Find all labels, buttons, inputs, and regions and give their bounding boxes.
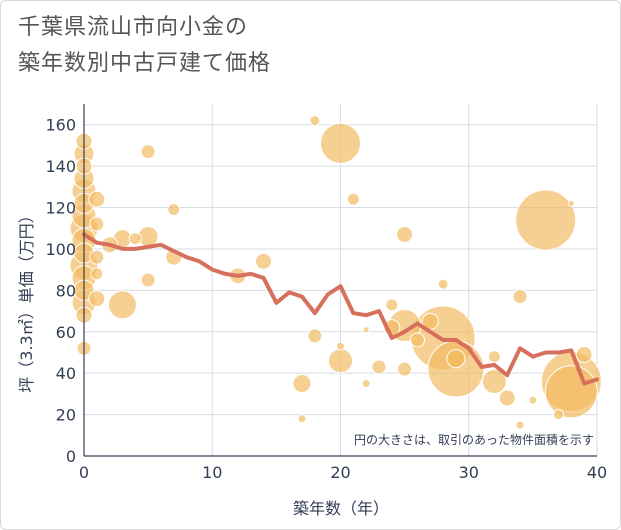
bubble-point (346, 192, 360, 206)
bubble-point (297, 414, 307, 424)
bubble-point (371, 359, 387, 375)
chart-title-line-1: 千葉県流山市向小金の (18, 15, 249, 40)
y-tick-label: 40 (56, 364, 76, 383)
bubble-point (88, 190, 106, 208)
bubble-point (567, 199, 575, 207)
bubble-point (397, 361, 413, 377)
y-tick-label: 100 (45, 240, 76, 259)
bubble-point (544, 365, 598, 419)
bubble-size-note: 円の大きさは、取引のあった物件面積を示す (354, 432, 594, 447)
bubble-point (292, 374, 312, 394)
bubble-point (437, 278, 449, 290)
bubble-point (362, 326, 370, 334)
x-tick-label: 10 (202, 463, 222, 482)
bubble-point (255, 252, 273, 270)
y-tick-label: 80 (56, 281, 76, 300)
average-line-series (82, 232, 599, 386)
bubble-point (361, 379, 371, 389)
bubble-series (69, 115, 602, 430)
bubble-point (309, 115, 321, 127)
bubble-point (89, 216, 105, 232)
chart-title-line-2: 築年数別中古戸建て価格 (18, 51, 272, 76)
bubble-point (140, 272, 156, 288)
y-axis-label: 坪（3.3㎡）単価（万円） (17, 207, 36, 392)
bubble-point (409, 332, 425, 348)
y-tick-label: 140 (45, 157, 76, 176)
bubble-point (512, 289, 528, 305)
axes (83, 104, 597, 457)
bubble-point (487, 350, 501, 364)
bubble-point (396, 225, 414, 243)
average-price-line (82, 232, 599, 386)
bubble-point (553, 409, 565, 421)
y-tick-label: 60 (56, 323, 76, 342)
y-tick-label: 0 (66, 447, 76, 466)
x-tick-label: 20 (330, 463, 350, 482)
bubble-point (88, 290, 106, 308)
bubble-point (328, 348, 353, 374)
bubble-point (167, 203, 181, 217)
bubble-point (107, 290, 137, 320)
bubble-point (385, 298, 399, 312)
y-tick-label: 120 (45, 199, 76, 218)
bubble-point (320, 122, 361, 164)
bubble-point (336, 341, 345, 351)
bubble-point (481, 368, 507, 394)
x-tick-label: 0 (79, 463, 89, 482)
x-tick-label: 40 (587, 463, 607, 482)
bubble-point (89, 249, 105, 265)
bubble-point (498, 389, 516, 407)
bubble-point (128, 232, 142, 246)
bubble-point (515, 189, 577, 251)
y-tick-label: 160 (45, 116, 76, 135)
chart-title: 千葉県流山市向小金の 築年数別中古戸建て価格 (18, 10, 271, 82)
bubble-point (528, 395, 538, 405)
bubble-point (307, 328, 323, 344)
tick-labels: 0 20 40 60 80 100 120 140 160 0 10 20 30 40 (45, 116, 607, 482)
x-axis-label: 築年数（年） (293, 499, 389, 518)
bubble-point (446, 349, 466, 369)
y-tick-label: 20 (56, 406, 76, 425)
x-tick-label: 30 (459, 463, 479, 482)
bubble-point (575, 346, 593, 364)
bubble-point (515, 420, 525, 430)
bubble-point (90, 267, 104, 281)
bubble-point (140, 144, 156, 160)
